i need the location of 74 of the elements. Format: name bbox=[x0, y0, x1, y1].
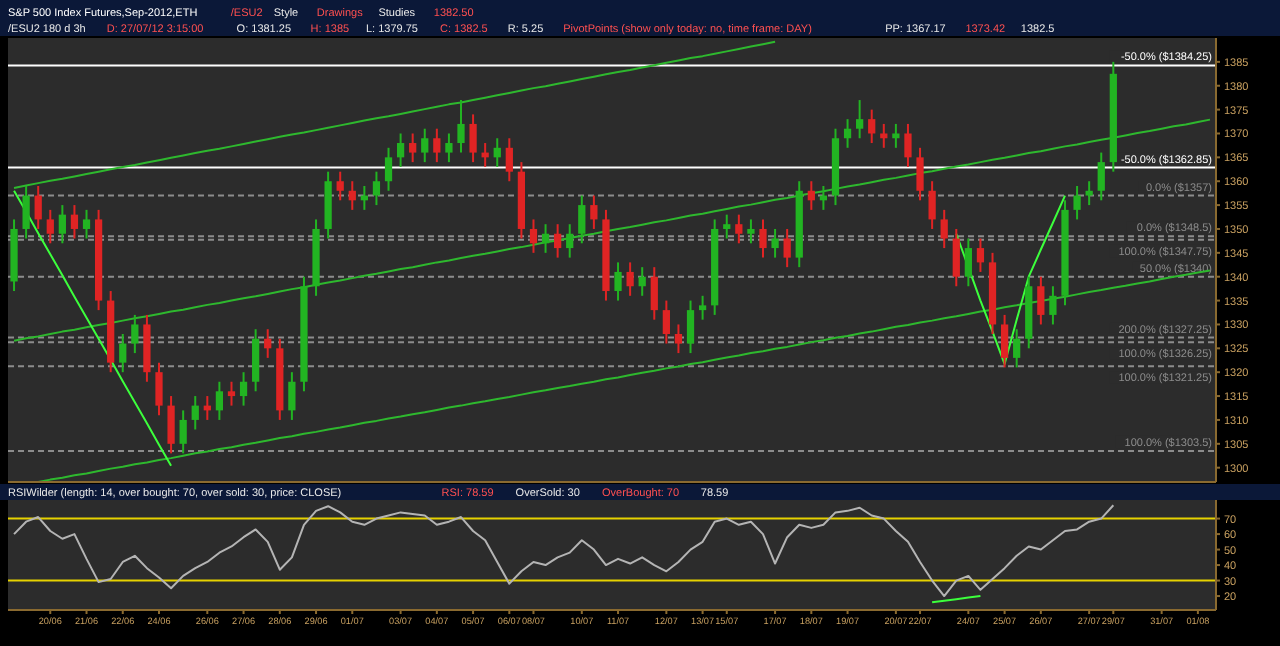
candlestick bbox=[723, 213, 731, 240]
candlestick bbox=[336, 170, 344, 202]
candlestick bbox=[554, 223, 562, 259]
candlestick bbox=[541, 223, 550, 254]
candlestick bbox=[288, 371, 296, 421]
candlestick bbox=[1037, 275, 1045, 326]
candlestick bbox=[1013, 328, 1021, 369]
candlestick bbox=[904, 122, 912, 168]
candlestick bbox=[638, 266, 646, 297]
candlestick bbox=[1073, 185, 1081, 221]
candlestick bbox=[662, 299, 670, 345]
candlestick bbox=[856, 99, 864, 140]
candlestick bbox=[493, 137, 501, 168]
candlestick bbox=[457, 99, 465, 154]
candlestick bbox=[771, 227, 779, 259]
candlestick bbox=[46, 208, 54, 245]
candlestick bbox=[384, 146, 393, 192]
candlestick bbox=[264, 328, 272, 359]
candlestick bbox=[626, 261, 634, 297]
candlestick bbox=[409, 132, 417, 164]
candlestick bbox=[324, 170, 332, 240]
candlestick bbox=[590, 194, 598, 230]
line-series bbox=[13, 189, 173, 467]
candlestick bbox=[940, 208, 948, 250]
candlestick bbox=[421, 127, 429, 164]
candlestick bbox=[759, 218, 767, 259]
candlestick bbox=[143, 313, 151, 383]
candlestick bbox=[698, 294, 707, 321]
candlestick bbox=[578, 194, 586, 245]
line-series bbox=[955, 194, 1066, 366]
candlestick bbox=[119, 333, 127, 374]
candlestick bbox=[179, 409, 187, 455]
candlestick bbox=[880, 122, 888, 149]
candlestick bbox=[34, 185, 42, 230]
candlestick bbox=[807, 180, 815, 211]
candlestick bbox=[372, 170, 381, 207]
candlestick bbox=[1049, 285, 1057, 326]
candlestick bbox=[686, 299, 695, 355]
candlestick bbox=[445, 132, 453, 164]
candlestick bbox=[167, 395, 175, 455]
candlestick bbox=[735, 213, 743, 245]
candlestick bbox=[614, 261, 622, 302]
candlestick bbox=[928, 180, 936, 230]
candlestick bbox=[1000, 313, 1009, 369]
candlestick bbox=[155, 361, 163, 417]
candlestick bbox=[783, 227, 791, 269]
candlestick bbox=[1085, 180, 1093, 207]
candlestick bbox=[674, 323, 683, 355]
candlestick bbox=[191, 395, 199, 431]
candlestick bbox=[348, 180, 356, 211]
candlestick bbox=[892, 122, 900, 149]
candlestick bbox=[396, 132, 405, 168]
candlestick bbox=[505, 137, 513, 183]
candlestick bbox=[252, 328, 260, 393]
candlestick bbox=[70, 204, 79, 240]
candlestick bbox=[1097, 151, 1105, 202]
candlestick bbox=[964, 237, 972, 288]
candlestick bbox=[215, 380, 224, 421]
line-series bbox=[13, 504, 1115, 598]
candlestick bbox=[747, 218, 755, 245]
candlestick bbox=[952, 227, 960, 288]
candlestick bbox=[239, 371, 248, 407]
candlestick bbox=[650, 266, 658, 321]
candlestick bbox=[82, 208, 91, 240]
candlestick bbox=[916, 146, 924, 202]
candlestick bbox=[58, 204, 66, 245]
candlestick bbox=[843, 118, 852, 149]
candlestick bbox=[566, 223, 574, 259]
candlestick bbox=[529, 218, 538, 254]
candlestick bbox=[433, 127, 441, 164]
candlestick bbox=[227, 380, 236, 407]
candlestick bbox=[868, 108, 876, 145]
candlestick bbox=[469, 113, 477, 164]
candlestick bbox=[976, 237, 985, 273]
